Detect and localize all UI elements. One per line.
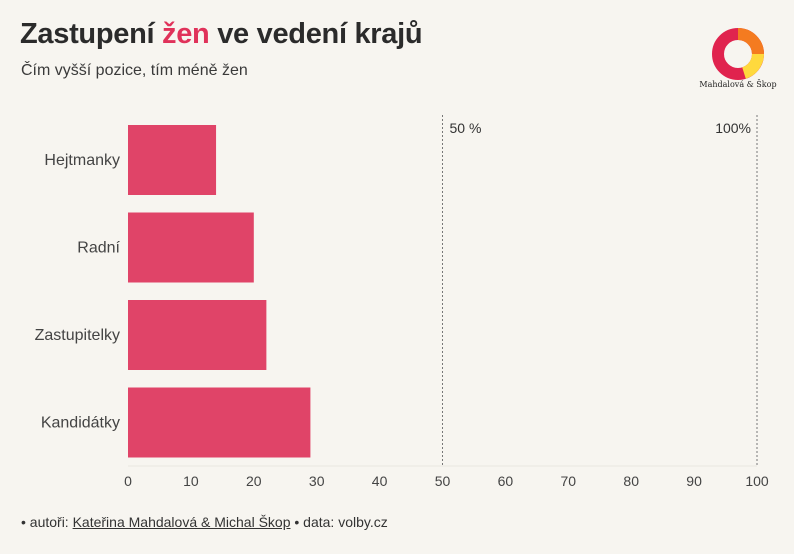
category-label: Zastupitelky <box>35 327 120 344</box>
x-tick-label: 100 <box>745 473 769 489</box>
logo-icon[interactable] <box>700 26 776 94</box>
title-part-1: Zastupení <box>20 18 163 50</box>
footer: • autoři: Kateřina Mahdalová & Michal Šk… <box>21 514 388 530</box>
logo-caption: Mahdalová & Škop <box>699 80 777 89</box>
bar-chart: 50 % 100% Hejtmanky Radní Zastupitelky Kandid… <box>35 115 769 489</box>
reference-line-label: 50 % <box>450 120 482 136</box>
bar[interactable] <box>128 212 254 283</box>
x-tick-label: 40 <box>372 473 388 489</box>
title-part-2: ve vedení krajů <box>209 18 423 50</box>
logo-ring-yellow <box>741 53 764 79</box>
bar[interactable] <box>128 387 311 458</box>
x-tick-label: 70 <box>561 473 577 489</box>
bar[interactable] <box>128 300 267 370</box>
x-tick-label: 50 <box>435 473 451 489</box>
chart-title: Zastupení žen ve vedení krajů <box>20 18 423 51</box>
logo-ring-orange <box>737 28 764 55</box>
footer-data-source: • data: volby.cz <box>290 514 388 530</box>
category-label: Kandidátky <box>41 415 120 432</box>
x-tick-label: 30 <box>309 473 325 489</box>
chart-subtitle: Čím vyšší pozice, tím méně žen <box>21 62 248 79</box>
x-tick-label: 90 <box>686 473 702 489</box>
x-tick-label: 10 <box>183 473 199 489</box>
category-label: Hejtmanky <box>44 152 120 169</box>
footer-authors-prefix: • autoři: <box>21 514 73 530</box>
bar[interactable] <box>128 125 217 195</box>
x-tick-label: 60 <box>498 473 514 489</box>
title-highlight: žen <box>162 18 210 50</box>
x-tick-label: 0 <box>124 473 132 489</box>
x-tick-label: 20 <box>246 473 262 489</box>
category-label: Radní <box>77 240 120 257</box>
authors-link[interactable]: Kateřina Mahdalová & Michal Škop <box>72 514 291 530</box>
reference-line-label: 100% <box>715 120 751 136</box>
x-tick-label: 80 <box>623 473 639 489</box>
